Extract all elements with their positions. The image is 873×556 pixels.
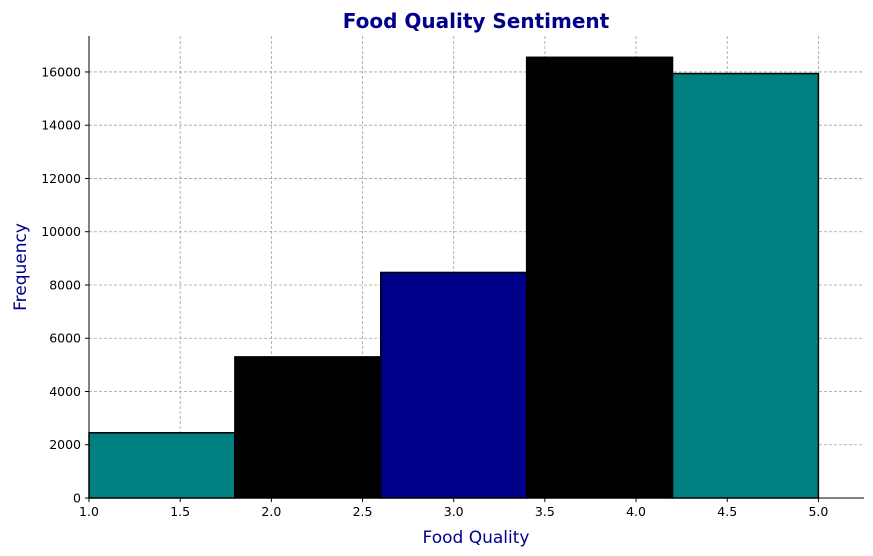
x-tick-label: 1.5 [170,504,190,519]
chart-title: Food Quality Sentiment [343,9,610,33]
y-axis-label: Frequency [11,223,31,311]
x-tick-label: 1.0 [79,504,99,519]
x-tick-label: 4.0 [626,504,646,519]
x-tick-label: 5.0 [808,504,828,519]
tick-labels: 1.0 1.5 2.0 2.5 3.0 3.5 4.0 4.5 5.0 0 2000 4000 6000… [41,64,828,519]
y-tick-label: 10000 [41,224,81,239]
histogram-bar-5 [671,72,820,499]
x-axis-label: Food Quality [423,528,530,548]
histogram-bar-4 [525,56,674,499]
x-tick-label: 3.0 [444,504,464,519]
y-tick-label: 0 [73,491,81,506]
axes [85,36,864,502]
y-tick-label: 4000 [49,384,81,399]
bars [88,56,820,499]
x-tick-label: 3.5 [535,504,555,519]
x-tick-label: 2.0 [261,504,281,519]
y-tick-label: 6000 [49,331,81,346]
x-tick-label: 2.5 [353,504,373,519]
y-tick-label: 8000 [49,277,81,292]
histogram-bar-2 [234,356,382,499]
x-tick-label: 4.5 [717,504,737,519]
histogram-bar-1 [88,432,236,499]
y-tick-label: 16000 [41,64,81,79]
y-tick-label: 12000 [41,171,81,186]
y-tick-label: 14000 [41,118,81,133]
histogram-bar-3 [380,271,528,499]
y-tick-label: 2000 [49,437,81,452]
